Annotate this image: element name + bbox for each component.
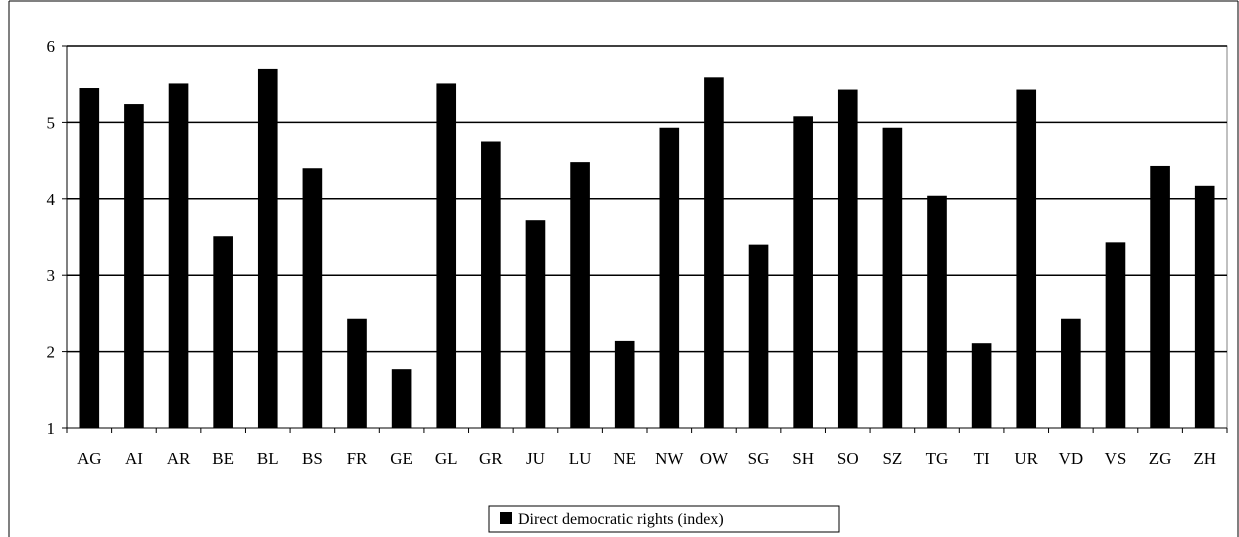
legend-box	[488, 505, 840, 533]
x-tick-label-nw: NW	[655, 449, 684, 468]
bar-gr	[481, 141, 501, 428]
x-tick-label-ai: AI	[125, 449, 143, 468]
plot-area	[66, 45, 1228, 429]
x-tick-label-ar: AR	[167, 449, 191, 468]
x-tick-label-ur: UR	[1014, 449, 1038, 468]
y-tick-label-4: 4	[47, 190, 56, 209]
bar-sh	[793, 116, 813, 429]
y-tick-label-2: 2	[47, 343, 56, 362]
y-tick-label-3: 3	[47, 266, 56, 285]
bar-bl	[257, 68, 278, 429]
bar-ar	[168, 83, 189, 428]
x-tick-label-ju: JU	[526, 449, 545, 468]
x-tick-label-gl: GL	[435, 449, 458, 468]
x-tick-label-tg: TG	[926, 449, 949, 468]
y-tick-labels: 1 2 3 4 5 6	[47, 37, 56, 438]
y-tick-label-5: 5	[47, 113, 56, 132]
bar-ai	[124, 104, 144, 429]
bar-ge	[391, 369, 412, 428]
bar-ne	[614, 340, 635, 428]
x-tick-label-ne: NE	[613, 449, 636, 468]
x-tick-label-ag: AG	[77, 449, 102, 468]
bar-bs	[302, 168, 323, 429]
bar-sz	[882, 127, 903, 429]
x-tick-label-ti: TI	[974, 449, 990, 468]
x-tick-label-fr: FR	[347, 449, 368, 468]
bar-vs	[1105, 242, 1126, 428]
axes	[62, 45, 1228, 433]
bar-ti	[971, 343, 992, 428]
bar-ag	[79, 88, 100, 429]
x-tick-label-bl: BL	[257, 449, 279, 468]
bar-zh	[1194, 185, 1215, 428]
bar-sg	[748, 244, 769, 428]
x-tick-label-vs: VS	[1105, 449, 1127, 468]
legend-swatch	[500, 512, 512, 524]
bar-so	[837, 89, 858, 428]
bar-be	[213, 236, 233, 428]
y-tick-label-6: 6	[47, 37, 56, 56]
y-tick-label-1: 1	[47, 419, 56, 438]
x-tick-label-bs: BS	[302, 449, 323, 468]
legend-label: Direct democratic rights (index)	[518, 511, 724, 528]
x-tick-label-ge: GE	[390, 449, 413, 468]
bar-ju	[525, 220, 546, 428]
gridlines	[67, 45, 1227, 353]
x-tick-label-zg: ZG	[1149, 449, 1172, 468]
bar-vd	[1061, 318, 1081, 428]
x-tick-label-ow: OW	[700, 449, 729, 468]
x-tick-label-lu: LU	[569, 449, 592, 468]
x-tick-label-vd: VD	[1059, 449, 1084, 468]
bar-ow	[704, 77, 724, 428]
bar-zg	[1150, 165, 1170, 428]
bar-fr	[347, 318, 367, 428]
bars	[79, 68, 1215, 429]
bar-lu	[570, 162, 590, 429]
bar-tg	[927, 195, 947, 428]
x-tick-label-sh: SH	[792, 449, 814, 468]
bar-gl	[436, 83, 457, 428]
x-tick-label-gr: GR	[479, 449, 503, 468]
x-tick-label-sg: SG	[748, 449, 770, 468]
x-tick-labels: AG AI AR BE BL BS FR GE GL GR JU LU NE NW OW SG SH SO SZ TG…	[77, 449, 1216, 468]
x-tick-label-so: SO	[837, 449, 859, 468]
x-tick-label-sz: SZ	[882, 449, 902, 468]
bar-ur	[1016, 89, 1037, 428]
x-tick-label-be: BE	[212, 449, 234, 468]
bar-nw	[659, 127, 680, 429]
x-tick-label-zh: ZH	[1193, 449, 1216, 468]
legend: Direct democratic rights (index)	[488, 505, 840, 533]
